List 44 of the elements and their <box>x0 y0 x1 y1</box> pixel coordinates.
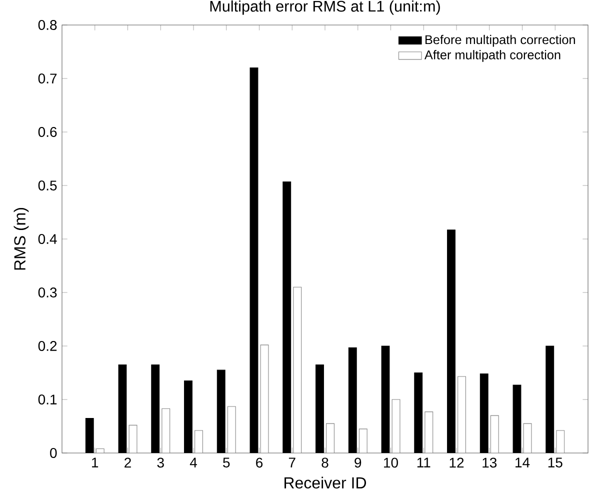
y-tick-label: 0.1 <box>38 394 57 404</box>
bar <box>162 408 170 453</box>
bar <box>490 415 499 453</box>
chart-title: Multipath error RMS at L1 (unit:m) <box>210 0 440 15</box>
bar <box>194 430 203 453</box>
legend-label: Before multipath correction <box>425 34 575 47</box>
y-axis-title: RMS (m) <box>14 208 29 270</box>
x-tick-label: 11 <box>417 458 430 468</box>
y-tick-label: 0.4 <box>38 234 57 244</box>
x-tick-label: 3 <box>157 458 164 468</box>
x-tick-label: 4 <box>190 458 197 468</box>
x-tick-label: 9 <box>354 458 362 468</box>
x-tick-label: 6 <box>256 458 263 468</box>
bar <box>358 428 368 453</box>
y-tick-label: 0.5 <box>38 180 57 190</box>
bar <box>260 344 269 453</box>
legend-label: After multipath corection <box>424 50 560 62</box>
y-tick-label: 0.6 <box>38 127 57 137</box>
x-tick-label: 15 <box>548 458 562 468</box>
y-tick-label: 0.7 <box>38 74 57 84</box>
y-tick-label: 0.2 <box>38 341 57 351</box>
bar <box>128 424 138 453</box>
x-tick-label: 5 <box>223 458 230 468</box>
bar <box>96 448 104 453</box>
x-tick-label: 7 <box>288 458 296 468</box>
x-tick-label: 14 <box>516 458 530 468</box>
y-tick-label: 0 <box>50 448 57 458</box>
bar <box>326 423 334 453</box>
bar <box>227 406 236 453</box>
x-tick-label: 13 <box>482 458 497 468</box>
x-axis-title: Receiver ID <box>284 476 366 489</box>
x-tick-label: 8 <box>322 458 328 468</box>
x-tick-label: 12 <box>450 458 464 468</box>
bar <box>293 286 302 453</box>
bar <box>523 423 532 453</box>
bar <box>424 412 434 453</box>
x-tick-label: 10 <box>384 458 398 468</box>
x-tick-label: 2 <box>124 458 131 468</box>
y-tick-label: 0.3 <box>38 288 57 298</box>
bar <box>458 376 466 453</box>
x-tick-label: 1 <box>92 458 98 468</box>
bar <box>392 399 400 453</box>
y-tick-label: 0.8 <box>38 20 57 30</box>
bar <box>556 430 565 453</box>
